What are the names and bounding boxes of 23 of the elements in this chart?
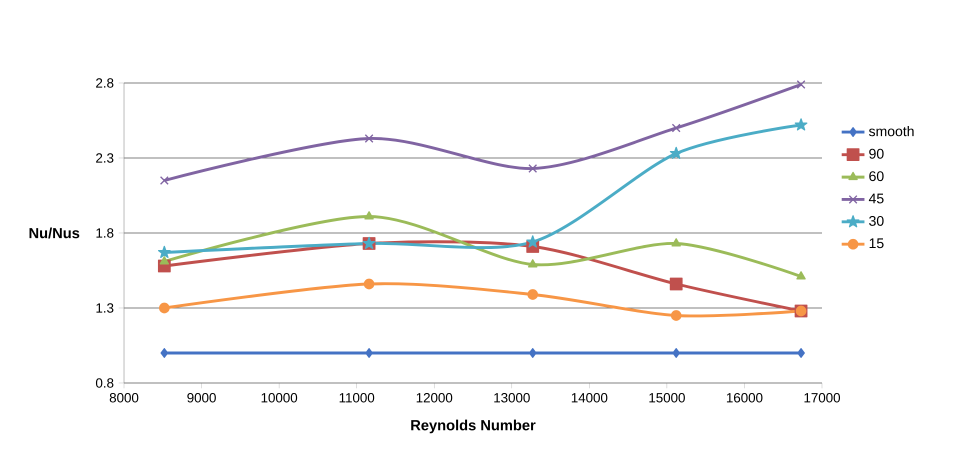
x-tick-label: 16000 [726,393,762,402]
x-tick-label: 12000 [416,393,452,402]
legend-label: 15 [870,238,884,248]
y-tick-label: 2.3 [96,153,114,163]
y-tick-label: 0.8 [96,378,114,388]
y-tick-label: 2.8 [96,78,114,88]
x-tick-label: 17000 [804,393,840,402]
legend-label: 60 [869,171,884,182]
x-tick-label: 11000 [340,393,374,402]
legend-label: smooth [868,126,914,136]
legend-label: 30 [869,216,884,226]
y-tick-label: 1.8 [96,228,114,238]
legend-label: 90 [869,148,884,159]
x-tick-label: 14000 [572,393,608,402]
x-tick-label: 10000 [262,393,298,402]
legend-label: 45 [868,194,884,204]
y-tick-label: 1.3 [96,303,114,313]
x-axis-title: Reynolds Number [411,420,536,434]
x-tick-label: 15000 [649,393,685,402]
x-tick-label: 8000 [110,393,138,402]
x-tick-label: 13000 [494,393,530,402]
x-tick-label: 9000 [187,393,216,402]
y-axis-title: Nu/Nus [30,228,80,238]
